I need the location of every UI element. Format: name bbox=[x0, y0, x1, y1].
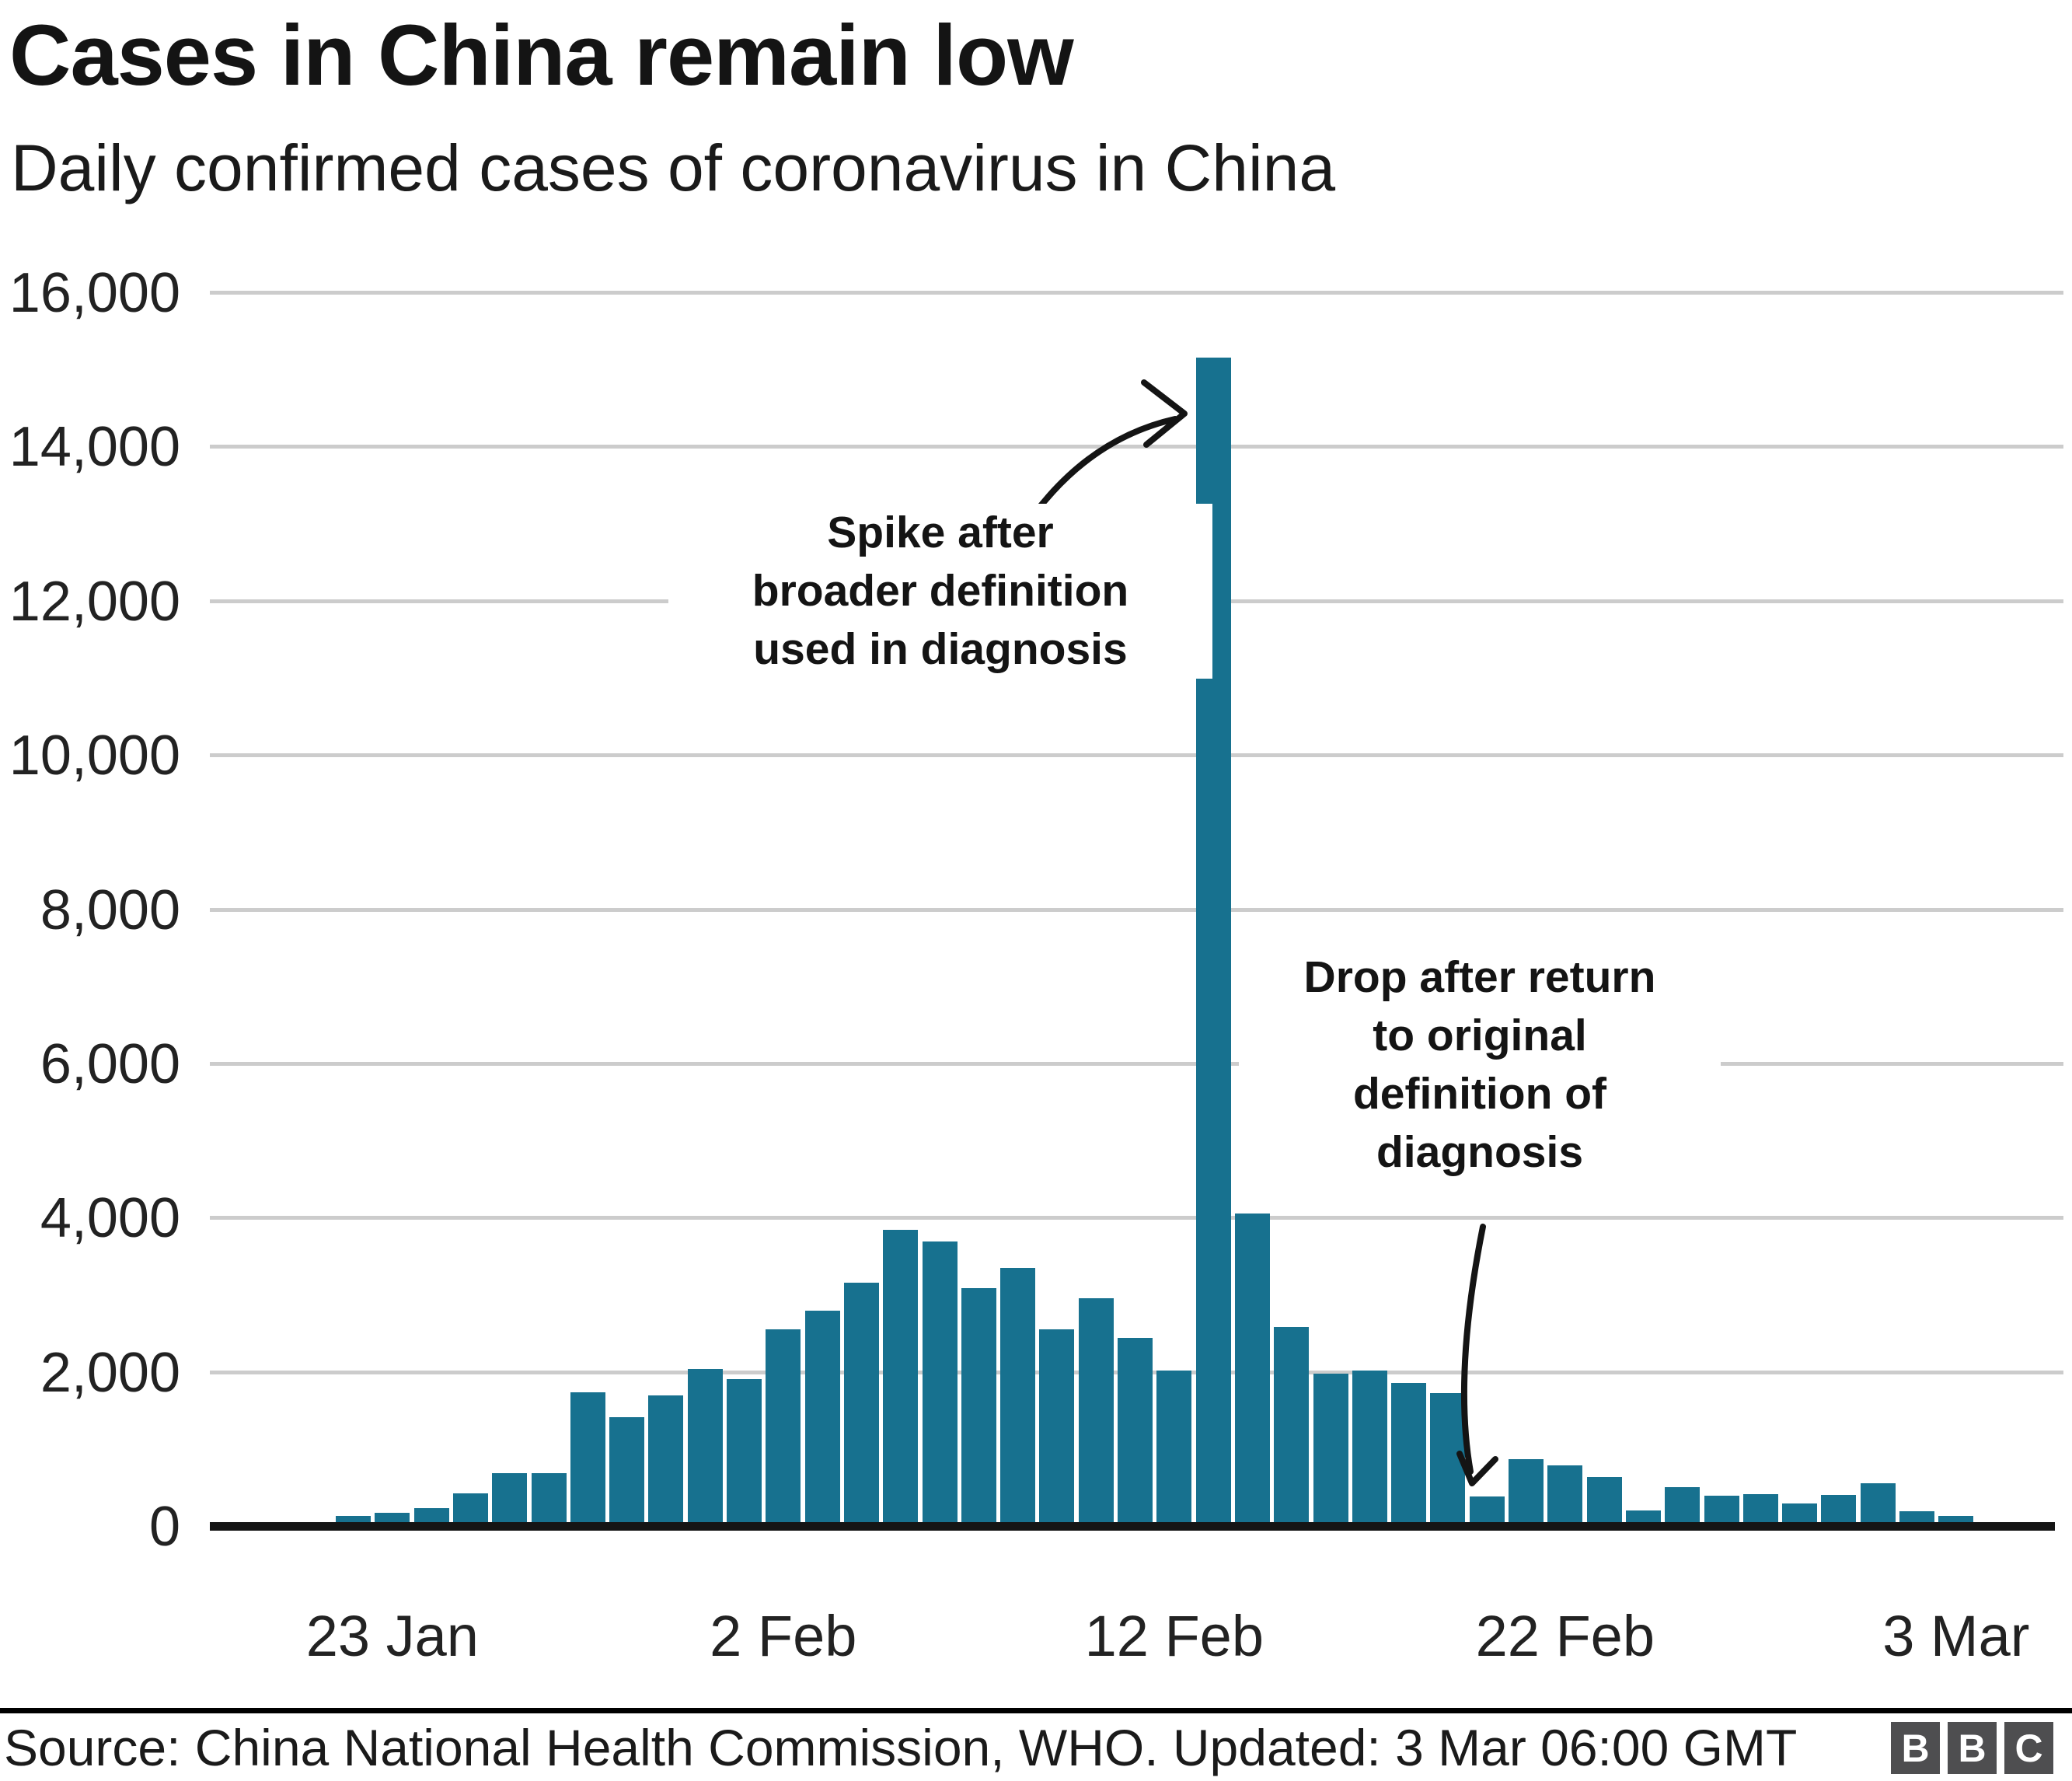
bar-30-Jan bbox=[648, 1395, 684, 1526]
gridline-8,000 bbox=[210, 907, 2063, 912]
bar-25-Jan bbox=[452, 1493, 488, 1526]
bar-19-Feb bbox=[1430, 1393, 1466, 1526]
gridline-10,000 bbox=[210, 753, 2063, 758]
bar-25-Feb bbox=[1665, 1487, 1701, 1526]
y-axis-label-2,000: 2,000 bbox=[40, 1341, 180, 1404]
x-axis-label-23-Jan: 23 Jan bbox=[305, 1604, 479, 1668]
bar-15-Feb bbox=[1274, 1327, 1310, 1526]
annotation-drop: Drop after return to original definition o… bbox=[1239, 948, 1721, 1182]
bbc-logo-block-B: B bbox=[1891, 1722, 1940, 1774]
gridline-4,000 bbox=[210, 1216, 2063, 1221]
bar-9-Feb bbox=[1039, 1329, 1075, 1526]
bar-8-Feb bbox=[1000, 1267, 1036, 1526]
bbc-logo-block-B: B bbox=[1948, 1722, 1997, 1774]
y-axis-label-0: 0 bbox=[148, 1496, 180, 1558]
annotation-line: to original bbox=[1373, 1011, 1587, 1060]
bar-2-Feb bbox=[766, 1329, 801, 1526]
bar-31-Jan bbox=[687, 1368, 723, 1526]
x-axis-label-2-Feb: 2 Feb bbox=[710, 1604, 857, 1668]
annotation-line: diagnosis bbox=[1376, 1127, 1584, 1177]
bar-7-Feb bbox=[961, 1287, 996, 1526]
gridline-6,000 bbox=[210, 1061, 2063, 1066]
bar-28-Jan bbox=[570, 1392, 605, 1526]
bar-11-Feb bbox=[1118, 1337, 1153, 1526]
bar-22-Feb bbox=[1547, 1465, 1583, 1526]
bar-29-Feb bbox=[1821, 1495, 1857, 1526]
bar-1-Feb bbox=[727, 1378, 762, 1526]
bar-17-Feb bbox=[1352, 1370, 1387, 1526]
x-axis-line bbox=[210, 1522, 2055, 1531]
y-axis-label-10,000: 10,000 bbox=[9, 725, 180, 787]
y-axis-label-14,000: 14,000 bbox=[9, 416, 180, 479]
gridline-16,000 bbox=[210, 291, 2063, 295]
x-axis-label-12-Feb: 12 Feb bbox=[1084, 1604, 1264, 1668]
bar-21-Feb bbox=[1509, 1458, 1544, 1526]
bar-27-Feb bbox=[1742, 1494, 1778, 1526]
annotation-line: used in diagnosis bbox=[753, 624, 1128, 674]
bar-20-Feb bbox=[1469, 1496, 1505, 1526]
bar-24-Jan bbox=[413, 1508, 449, 1526]
bar-12-Feb bbox=[1156, 1370, 1192, 1526]
annotation-line: broader definition bbox=[752, 566, 1129, 616]
bar-10-Feb bbox=[1078, 1298, 1114, 1526]
x-axis-label-3-Mar: 3 Mar bbox=[1882, 1604, 2030, 1668]
gridline-14,000 bbox=[210, 445, 2063, 449]
y-axis-label-12,000: 12,000 bbox=[9, 570, 180, 633]
y-axis-label-16,000: 16,000 bbox=[9, 262, 180, 324]
bar-27-Jan bbox=[531, 1472, 567, 1526]
annotation-line: definition of bbox=[1352, 1069, 1607, 1119]
y-axis-label-8,000: 8,000 bbox=[40, 878, 180, 941]
bar-26-Feb bbox=[1704, 1496, 1739, 1526]
y-axis-label-4,000: 4,000 bbox=[40, 1187, 180, 1250]
bar-1-Mar bbox=[1860, 1483, 1896, 1526]
footer-divider bbox=[0, 1708, 2072, 1713]
bar-16-Feb bbox=[1313, 1373, 1348, 1526]
chart-title: Cases in China remain low bbox=[9, 8, 1074, 103]
annotation-line: Spike after bbox=[827, 508, 1054, 557]
bar-5-Feb bbox=[883, 1230, 919, 1526]
bar-29-Jan bbox=[609, 1417, 645, 1526]
y-axis-label-6,000: 6,000 bbox=[40, 1032, 180, 1095]
bar-23-Feb bbox=[1586, 1476, 1622, 1526]
bar-26-Jan bbox=[492, 1472, 528, 1526]
x-axis-label-22-Feb: 22 Feb bbox=[1475, 1604, 1655, 1668]
bbc-logo-block-C: C bbox=[2004, 1722, 2053, 1774]
annotation-spike: Spike after broader definition used in dia… bbox=[668, 504, 1212, 679]
bar-6-Feb bbox=[922, 1241, 958, 1526]
bar-4-Feb bbox=[843, 1282, 879, 1526]
bar-18-Feb bbox=[1391, 1382, 1427, 1526]
annotation-line: Drop after return bbox=[1303, 952, 1656, 1002]
chart-subtitle: Daily confirmed cases of coronavirus in … bbox=[11, 131, 1336, 204]
source-note: Source: China National Health Commission… bbox=[4, 1719, 1798, 1776]
bar-14-Feb bbox=[1234, 1214, 1270, 1526]
bar-3-Feb bbox=[804, 1311, 840, 1526]
